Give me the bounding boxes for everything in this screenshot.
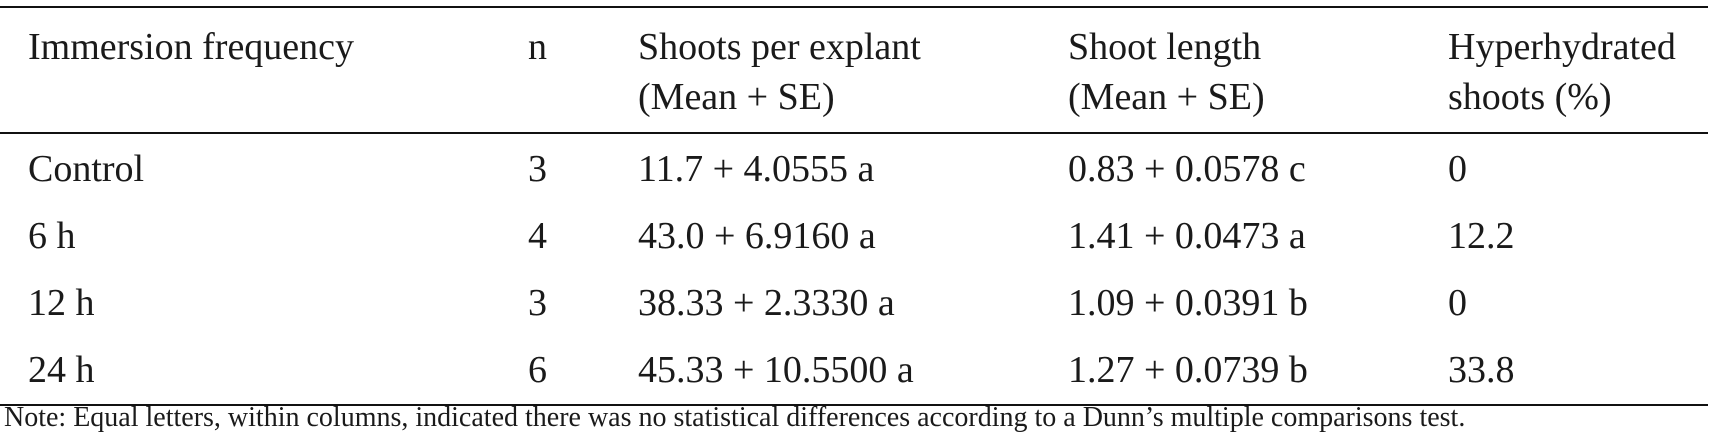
results-table: Immersion frequency n Shoots per explant… — [0, 6, 1708, 406]
cell-n: 3 — [528, 282, 547, 324]
cell-shoots-per-explant: 45.33 + 10.5500 a — [638, 349, 914, 391]
cell-shoot-length: 1.41 + 0.0473 a — [1068, 215, 1306, 257]
table-row: 12 h 3 38.33 + 2.3330 a 1.09 + 0.0391 b … — [0, 270, 1708, 337]
cell-hyperhydrated-shoots: 0 — [1448, 148, 1467, 190]
cell-shoots-per-explant: 43.0 + 6.9160 a — [638, 215, 876, 257]
cell-shoot-length: 1.27 + 0.0739 b — [1068, 349, 1308, 391]
table-row: 24 h 6 45.33 + 10.5500 a 1.27 + 0.0739 b… — [0, 337, 1708, 405]
table-row: Control 3 11.7 + 4.0555 a 0.83 + 0.0578 … — [0, 133, 1708, 203]
header-row: Immersion frequency n Shoots per explant… — [0, 7, 1708, 133]
table-note: Note: Equal letters, within columns, ind… — [4, 402, 1466, 433]
cell-n: 6 — [528, 349, 547, 391]
cell-hyperhydrated-shoots: 0 — [1448, 282, 1467, 324]
cell-immersion-frequency: Control — [28, 148, 145, 190]
cell-shoot-length: 0.83 + 0.0578 c — [1068, 148, 1306, 190]
cell-shoots-per-explant: 38.33 + 2.3330 a — [638, 282, 895, 324]
cell-n: 3 — [528, 148, 547, 190]
table-row: 6 h 4 43.0 + 6.9160 a 1.41 + 0.0473 a 12… — [0, 203, 1708, 270]
cell-immersion-frequency: 12 h — [28, 282, 95, 324]
header-immersion-frequency: Immersion frequency — [28, 26, 355, 68]
cell-hyperhydrated-shoots: 33.8 — [1448, 349, 1515, 391]
header-shoots-per-explant: Shoots per explant (Mean + SE) — [638, 26, 921, 118]
header-shoot-length: Shoot length (Mean + SE) — [1068, 26, 1265, 118]
cell-immersion-frequency: 6 h — [28, 215, 76, 257]
cell-immersion-frequency: 24 h — [28, 349, 95, 391]
cell-shoots-per-explant: 11.7 + 4.0555 a — [638, 148, 875, 190]
header-hyperhydrated-shoots: Hyperhydrated shoots (%) — [1448, 26, 1676, 118]
cell-shoot-length: 1.09 + 0.0391 b — [1068, 282, 1308, 324]
cell-hyperhydrated-shoots: 12.2 — [1448, 215, 1515, 257]
header-n: n — [528, 26, 547, 68]
cell-n: 4 — [528, 215, 547, 257]
